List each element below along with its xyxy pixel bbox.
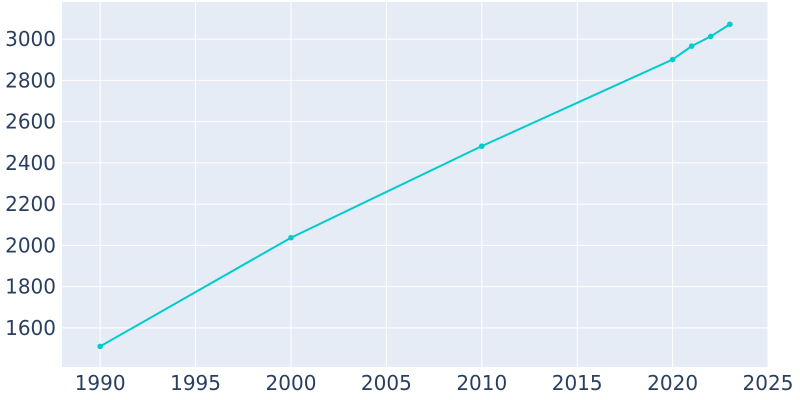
y-axis: 1600 1800 2000 2200 2400 2600 2800 3000 <box>5 27 56 340</box>
x-tick-label: 2020 <box>647 371 698 395</box>
x-tick-label: 1995 <box>170 371 221 395</box>
x-tick-label: 2010 <box>456 371 507 395</box>
x-tick-label: 2000 <box>266 371 317 395</box>
y-tick-label: 3000 <box>5 27 56 51</box>
data-point <box>669 56 676 63</box>
data-point <box>97 343 103 350</box>
y-tick-label: 2000 <box>5 233 56 257</box>
data-point <box>478 143 485 149</box>
x-axis: 1990 1995 2000 2005 2010 2015 2020 2025 <box>75 371 794 395</box>
series-group <box>97 21 733 350</box>
y-tick-label: 2400 <box>5 151 56 175</box>
data-point <box>707 33 714 40</box>
data-point <box>688 43 695 49</box>
data-point <box>288 234 294 241</box>
x-tick-label: 2025 <box>743 371 794 395</box>
y-tick-label: 1600 <box>5 316 56 340</box>
x-tick-label: 1990 <box>75 371 126 395</box>
y-tick-label: 2800 <box>5 68 56 92</box>
plot-area <box>62 2 768 367</box>
y-tick-label: 1800 <box>5 275 56 299</box>
data-point <box>727 21 733 28</box>
grid-lines <box>62 2 769 367</box>
y-tick-label: 2600 <box>5 110 56 134</box>
y-tick-label: 2200 <box>5 192 56 216</box>
x-tick-label: 2015 <box>552 371 603 395</box>
x-tick-label: 2005 <box>361 371 412 395</box>
